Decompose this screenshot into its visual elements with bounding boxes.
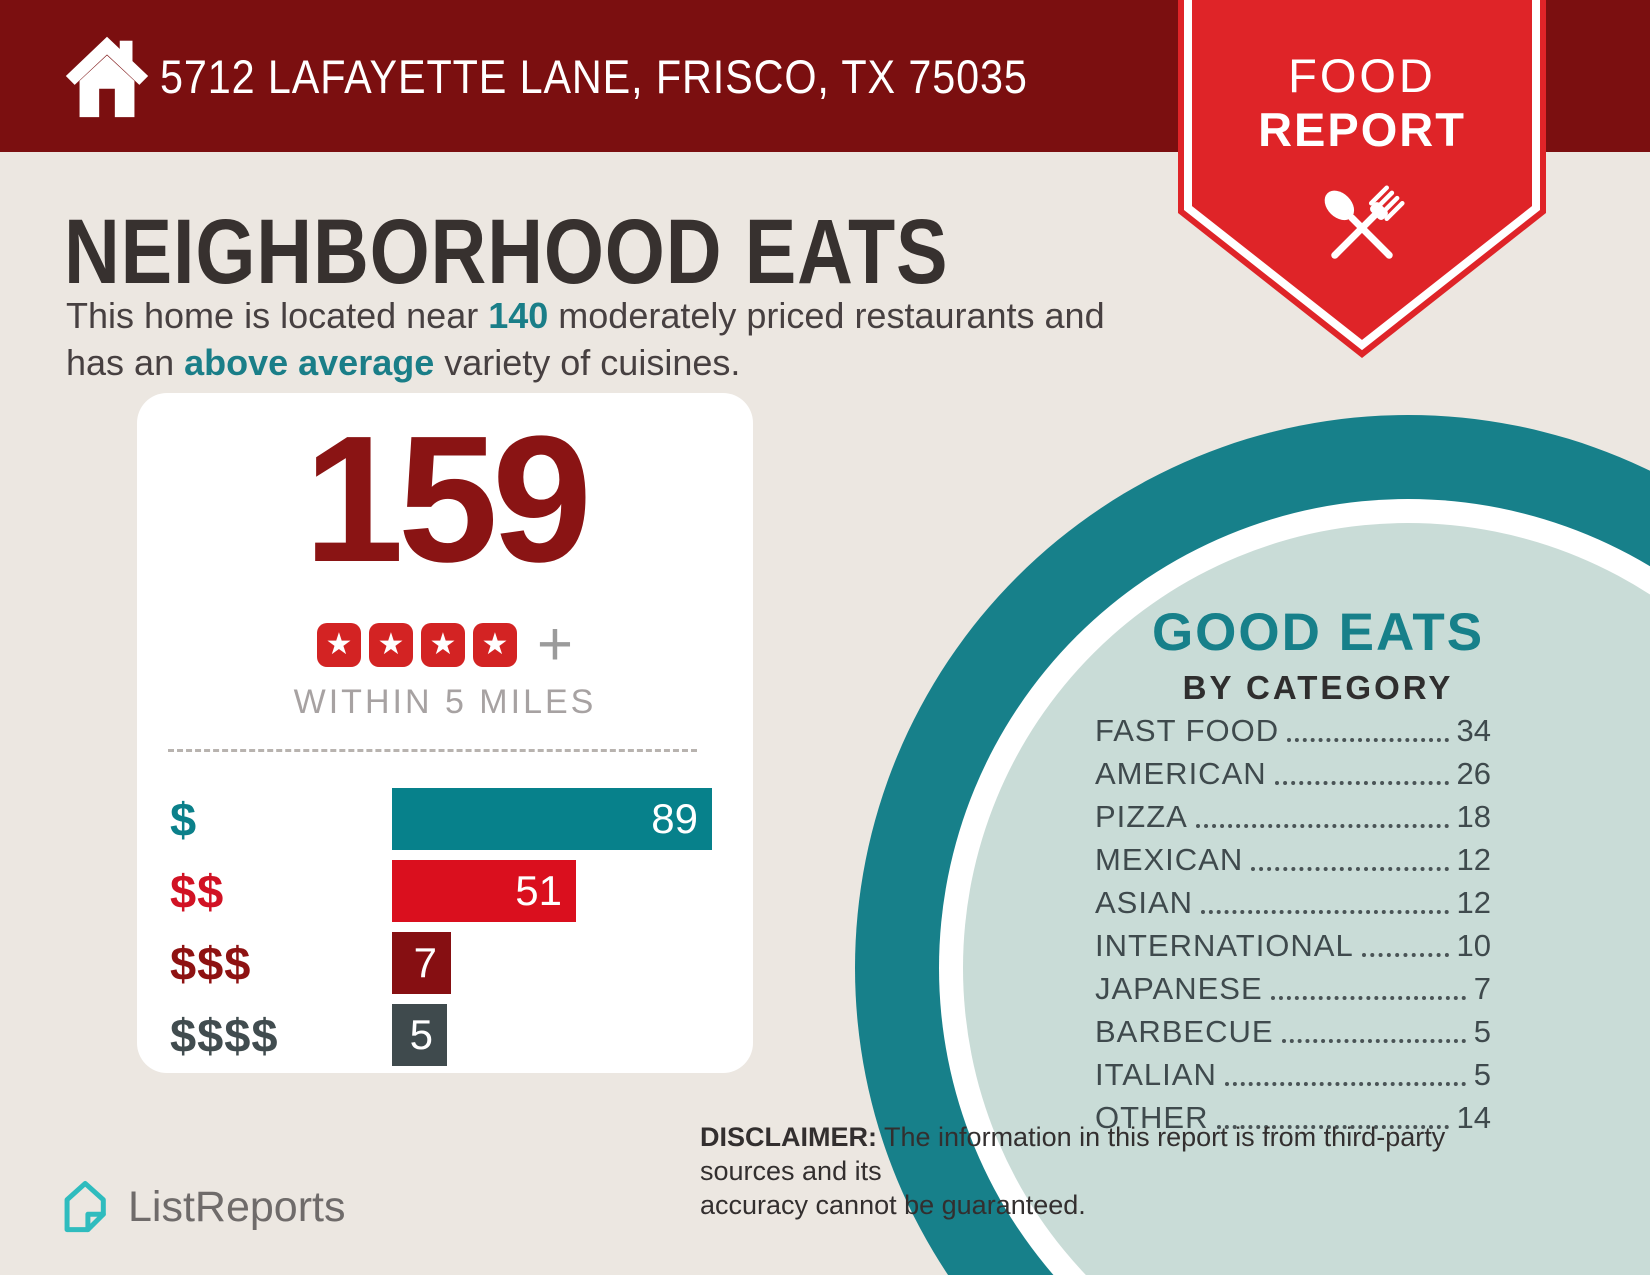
category-row: MEXICAN 12 xyxy=(1095,839,1491,882)
intro-text-part2: moderately priced restaurants and xyxy=(548,295,1105,336)
dotted-leader xyxy=(1274,781,1449,785)
property-address: 5712 LAFAYETTE LANE, FRISCO, TX 75035 xyxy=(160,49,1028,103)
price-tier-row: $$$ 7 xyxy=(137,932,753,994)
crossed-utensils-icon xyxy=(1324,185,1405,259)
category-label: MEXICAN xyxy=(1095,842,1244,877)
category-value: 5 xyxy=(1473,1014,1491,1049)
star-icon: ★ xyxy=(316,623,361,667)
page-title: NEIGHBORHOOD EATS xyxy=(64,201,949,303)
category-label: JAPANESE xyxy=(1095,971,1263,1006)
price-tier-row: $$ 51 xyxy=(137,860,753,922)
listreports-icon xyxy=(64,1180,106,1233)
price-tier-bar: 7 xyxy=(392,932,451,994)
dotted-leader xyxy=(1195,824,1449,828)
plus-icon: + xyxy=(536,610,574,679)
dotted-leader xyxy=(1201,910,1449,914)
good-eats-heading: GOOD EATS BY CATEGORY xyxy=(1068,602,1568,707)
category-label: BARBECUE xyxy=(1095,1014,1274,1049)
category-row: AMERICAN 26 xyxy=(1095,753,1491,796)
category-value: 12 xyxy=(1456,842,1491,877)
category-label: AMERICAN xyxy=(1095,756,1267,791)
star-rating: ★ ★ ★ ★ + xyxy=(137,610,753,679)
price-tier-row: $89 xyxy=(137,788,753,850)
category-row: FAST FOOD 34 xyxy=(1095,710,1491,753)
category-row: BARBECUE 5 xyxy=(1095,1011,1491,1054)
category-value: 18 xyxy=(1456,799,1491,834)
category-label: INTERNATIONAL xyxy=(1095,928,1354,963)
ribbon-shape xyxy=(1178,0,1546,358)
dotted-leader xyxy=(1224,1082,1466,1086)
category-label: ASIAN xyxy=(1095,885,1194,920)
price-tier-bar: 51 xyxy=(392,860,576,922)
ribbon-title-line1: FOOD xyxy=(1288,49,1436,102)
brand-logo: ListReports xyxy=(58,1176,345,1238)
category-row: ITALIAN 5 xyxy=(1095,1054,1491,1097)
dashed-divider xyxy=(168,749,697,752)
disclaimer-text: DISCLAIMER: The information in this repo… xyxy=(700,1120,1500,1222)
food-report-ribbon: FOOD REPORT xyxy=(1178,0,1546,358)
intro-text-part3: has an xyxy=(66,342,185,383)
star-icon: ★ xyxy=(472,623,517,667)
category-value: 12 xyxy=(1456,885,1491,920)
dotted-leader xyxy=(1270,996,1466,1000)
category-value: 14 xyxy=(1456,1100,1491,1135)
price-tier-label: $$$ xyxy=(170,936,252,990)
category-label: OTHER xyxy=(1095,1100,1209,1135)
restaurant-count: 159 xyxy=(303,399,592,600)
price-tier-label: $$$$ xyxy=(170,1008,279,1062)
dotted-leader xyxy=(1281,1039,1466,1043)
disclaimer-line1: The information in this report is from t… xyxy=(700,1122,1446,1186)
dotted-leader xyxy=(1361,953,1449,957)
ribbon-title-line2: REPORT xyxy=(1258,103,1466,156)
category-row: OTHER 14 xyxy=(1095,1097,1491,1140)
category-label: ITALIAN xyxy=(1095,1057,1217,1092)
dotted-leader xyxy=(1287,738,1449,742)
category-row: INTERNATIONAL 10 xyxy=(1095,925,1491,968)
star-icon: ★ xyxy=(420,623,465,667)
brand-name: ListReports xyxy=(128,1182,346,1231)
disclaimer-line2: accuracy cannot be guaranteed. xyxy=(700,1190,1086,1220)
dotted-leader xyxy=(1251,867,1449,871)
price-tier-row: $$$$ 5 xyxy=(137,1004,753,1066)
intro-text: This home is located near 140 moderately… xyxy=(66,292,1105,386)
category-value: 5 xyxy=(1473,1057,1491,1092)
variety-highlight: above average xyxy=(184,342,435,383)
intro-text-part4: variety of cuisines. xyxy=(434,342,741,383)
good-eats-subtitle: BY CATEGORY xyxy=(1182,669,1454,706)
category-row: ASIAN 12 xyxy=(1095,882,1491,925)
star-icons: ★ ★ ★ ★ xyxy=(316,623,517,667)
price-tier-bar: 5 xyxy=(392,1004,447,1066)
intro-text-part1: This home is located near xyxy=(66,295,489,336)
price-tier-label: $$ xyxy=(170,864,225,918)
home-icon xyxy=(65,36,149,118)
price-tier-bar: 89 xyxy=(392,788,712,850)
category-value: 7 xyxy=(1473,971,1491,1006)
dotted-leader xyxy=(1216,1125,1449,1129)
category-row: PIZZA 18 xyxy=(1095,796,1491,839)
category-label: FAST FOOD xyxy=(1095,713,1280,748)
category-value: 34 xyxy=(1456,713,1491,748)
good-eats-title: GOOD EATS xyxy=(1151,603,1485,662)
restaurant-count-highlight: 140 xyxy=(488,295,549,336)
price-tier-label: $ xyxy=(170,792,198,846)
star-icon: ★ xyxy=(368,623,413,667)
category-row: JAPANESE 7 xyxy=(1095,968,1491,1011)
disclaimer-label: DISCLAIMER: xyxy=(700,1122,877,1152)
category-label: PIZZA xyxy=(1095,799,1188,834)
restaurant-stats-card: 159 ★ ★ ★ ★ + WITHIN 5 MILES $89 $$ 51 $$$ 7 $$$… xyxy=(137,393,753,1073)
category-list: FAST FOOD 34 AMERICAN 26 PIZZA 18 MEXICAN 12 ASI… xyxy=(1095,710,1491,1140)
category-value: 10 xyxy=(1456,928,1491,963)
radius-label: WITHIN 5 MILES xyxy=(293,683,597,721)
category-value: 26 xyxy=(1456,756,1491,791)
